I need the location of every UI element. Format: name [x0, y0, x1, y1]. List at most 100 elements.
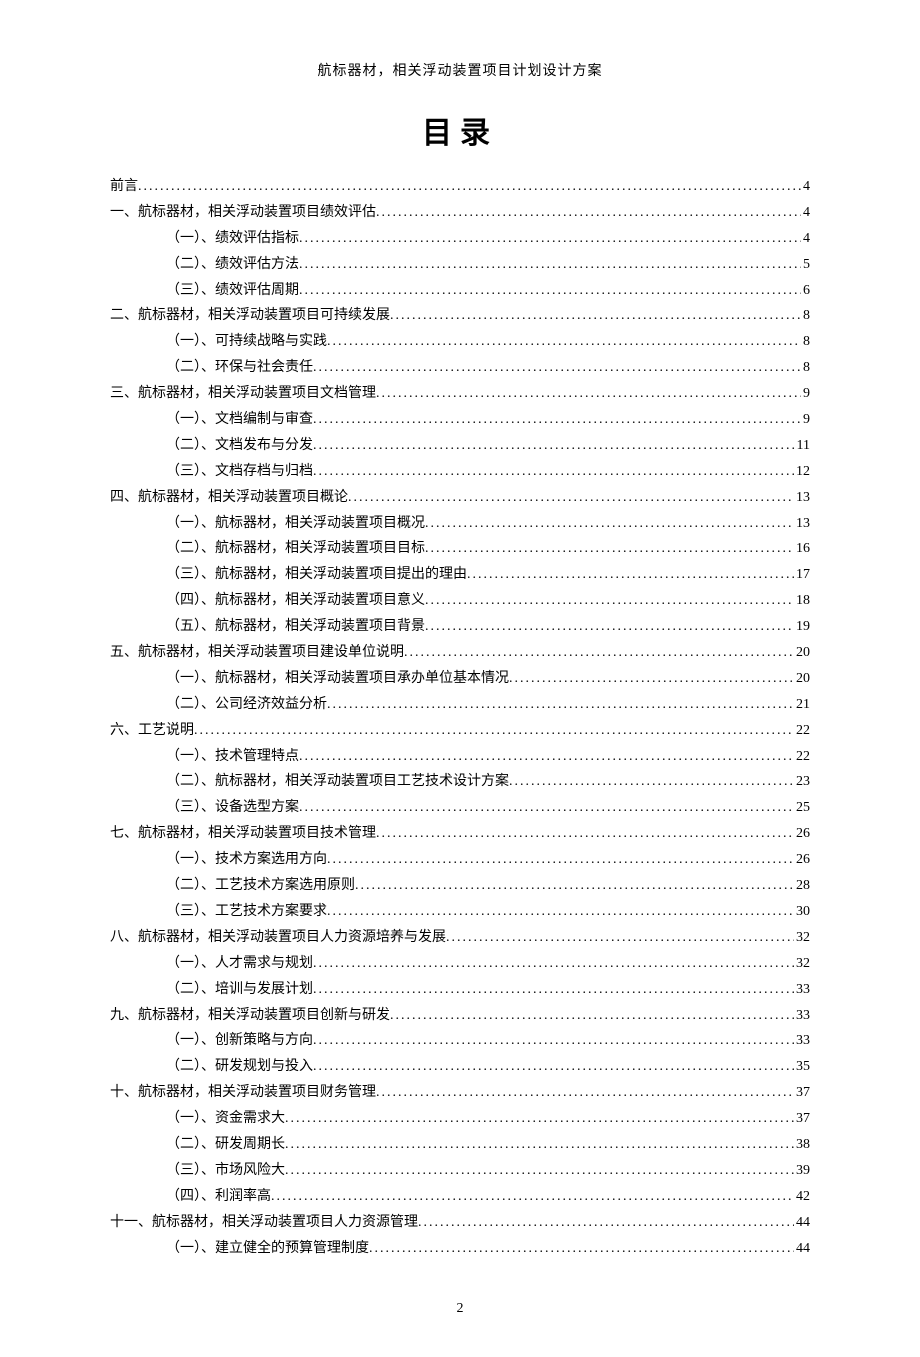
toc-leader-dots [348, 485, 794, 511]
toc-leader-dots [313, 407, 801, 433]
toc-leader-dots [313, 1028, 794, 1054]
toc-entry: 五、航标器材，相关浮动装置项目建设单位说明 20 [110, 640, 810, 666]
toc-leader-dots [425, 511, 794, 537]
toc-entry-page: 23 [794, 769, 810, 795]
toc-entry-label: 前言 [110, 174, 138, 200]
toc-entry-page: 5 [801, 252, 810, 278]
toc-entry-label: （一）、技术管理特点 [166, 744, 299, 770]
toc-entry-page: 11 [795, 433, 810, 459]
toc-entry: （一）、航标器材，相关浮动装置项目概况 13 [110, 511, 810, 537]
toc-entry-label: （二）、研发周期长 [166, 1132, 285, 1158]
toc-entry-label: 七、航标器材，相关浮动装置项目技术管理 [110, 821, 376, 847]
toc-entry: （二）、文档发布与分发 11 [110, 433, 810, 459]
toc-entry-page: 20 [794, 640, 810, 666]
toc-leader-dots [285, 1132, 794, 1158]
toc-leader-dots [369, 1236, 794, 1262]
toc-entry: （一）、文档编制与审查9 [110, 407, 810, 433]
toc-leader-dots [376, 1080, 794, 1106]
toc-entry-page: 20 [794, 666, 810, 692]
toc-list: 前言4一、航标器材，相关浮动装置项目绩效评估4（一）、绩效评估指标4（二）、绩效… [110, 174, 810, 1261]
toc-leader-dots [271, 1184, 794, 1210]
toc-entry-page: 33 [794, 977, 810, 1003]
toc-entry-label: 九、航标器材，相关浮动装置项目创新与研发 [110, 1003, 390, 1029]
toc-entry: （二）、绩效评估方法 5 [110, 252, 810, 278]
toc-entry: （三）、设备选型方案25 [110, 795, 810, 821]
toc-entry-label: （一）、航标器材，相关浮动装置项目概况 [166, 511, 425, 537]
toc-entry-page: 28 [794, 873, 810, 899]
toc-leader-dots [509, 769, 794, 795]
toc-leader-dots [313, 1054, 794, 1080]
toc-entry: （一）、人才需求与规划 32 [110, 951, 810, 977]
toc-entry-label: （一）、人才需求与规划 [166, 951, 313, 977]
toc-entry-page: 30 [794, 899, 810, 925]
toc-entry: （一）、绩效评估指标4 [110, 226, 810, 252]
toc-entry-page: 37 [794, 1080, 810, 1106]
toc-leader-dots [299, 252, 801, 278]
toc-entry-label: （一）、绩效评估指标 [166, 226, 299, 252]
toc-entry-label: （二）、航标器材，相关浮动装置项目目标 [166, 536, 425, 562]
toc-entry-page: 13 [794, 511, 810, 537]
toc-entry: （三）、市场风险大39 [110, 1158, 810, 1184]
toc-leader-dots [376, 821, 794, 847]
toc-leader-dots [313, 355, 801, 381]
toc-entry-label: 二、航标器材，相关浮动装置项目可持续发展 [110, 303, 390, 329]
toc-entry-label: 三、航标器材，相关浮动装置项目文档管理 [110, 381, 376, 407]
toc-entry-page: 8 [801, 329, 810, 355]
toc-entry-label: （二）、航标器材，相关浮动装置项目工艺技术设计方案 [166, 769, 509, 795]
toc-entry-label: （二）、绩效评估方法 [166, 252, 299, 278]
toc-entry-label: 十、航标器材，相关浮动装置项目财务管理 [110, 1080, 376, 1106]
toc-entry: （二）、工艺技术方案选用原则28 [110, 873, 810, 899]
toc-leader-dots [313, 977, 794, 1003]
toc-entry-page: 33 [794, 1028, 810, 1054]
toc-entry: （二）、培训与发展计划 33 [110, 977, 810, 1003]
toc-entry: 九、航标器材，相关浮动装置项目创新与研发33 [110, 1003, 810, 1029]
toc-entry-page: 12 [794, 459, 810, 485]
toc-entry-label: （一）、建立健全的预算管理制度 [166, 1236, 369, 1262]
toc-entry-page: 4 [801, 174, 810, 200]
toc-leader-dots [418, 1210, 794, 1236]
toc-entry-label: （二）、公司经济效益分析 [166, 692, 327, 718]
toc-entry-label: 五、航标器材，相关浮动装置项目建设单位说明 [110, 640, 404, 666]
toc-entry: （四）、航标器材，相关浮动装置项目意义18 [110, 588, 810, 614]
toc-entry: （一）、技术方案选用方向26 [110, 847, 810, 873]
toc-entry-label: （二）、培训与发展计划 [166, 977, 313, 1003]
toc-entry-label: （三）、设备选型方案 [166, 795, 299, 821]
toc-entry: 十一、航标器材，相关浮动装置项目人力资源管理44 [110, 1210, 810, 1236]
toc-leader-dots [327, 329, 801, 355]
toc-leader-dots [390, 1003, 794, 1029]
toc-entry-label: （一）、文档编制与审查 [166, 407, 313, 433]
toc-entry-label: （三）、市场风险大 [166, 1158, 285, 1184]
toc-entry-page: 44 [794, 1210, 810, 1236]
toc-entry-page: 6 [801, 278, 810, 304]
toc-entry-page: 8 [801, 355, 810, 381]
toc-entry: （一）、可持续战略与实践8 [110, 329, 810, 355]
toc-entry: （一）、技术管理特点22 [110, 744, 810, 770]
toc-entry-page: 13 [794, 485, 810, 511]
page-number: 2 [110, 1301, 810, 1317]
toc-entry-label: （二）、文档发布与分发 [166, 433, 313, 459]
toc-entry: （二）、研发周期长38 [110, 1132, 810, 1158]
toc-entry-label: 六、工艺说明 [110, 718, 194, 744]
toc-entry: 六、工艺说明22 [110, 718, 810, 744]
toc-entry-label: （四）、航标器材，相关浮动装置项目意义 [166, 588, 425, 614]
toc-leader-dots [327, 692, 794, 718]
toc-entry-page: 32 [794, 951, 810, 977]
toc-entry-label: （三）、工艺技术方案要求 [166, 899, 327, 925]
toc-entry-label: （一）、资金需求大 [166, 1106, 285, 1132]
toc-entry: （二）、研发规划与投入35 [110, 1054, 810, 1080]
toc-entry-label: （一）、创新策略与方向 [166, 1028, 313, 1054]
toc-leader-dots [425, 588, 794, 614]
toc-entry: 四、航标器材，相关浮动装置项目概论13 [110, 485, 810, 511]
toc-entry: （三）、工艺技术方案要求 30 [110, 899, 810, 925]
toc-leader-dots [299, 278, 801, 304]
toc-entry-label: （二）、研发规划与投入 [166, 1054, 313, 1080]
toc-leader-dots [285, 1106, 794, 1132]
toc-leader-dots [285, 1158, 794, 1184]
toc-entry-page: 32 [794, 925, 810, 951]
toc-entry: 三、航标器材，相关浮动装置项目文档管理9 [110, 381, 810, 407]
toc-entry-page: 37 [794, 1106, 810, 1132]
toc-entry-page: 42 [794, 1184, 810, 1210]
toc-entry: （五）、航标器材，相关浮动装置项目背景19 [110, 614, 810, 640]
toc-entry: （三）、文档存档与归档12 [110, 459, 810, 485]
toc-leader-dots [467, 562, 794, 588]
